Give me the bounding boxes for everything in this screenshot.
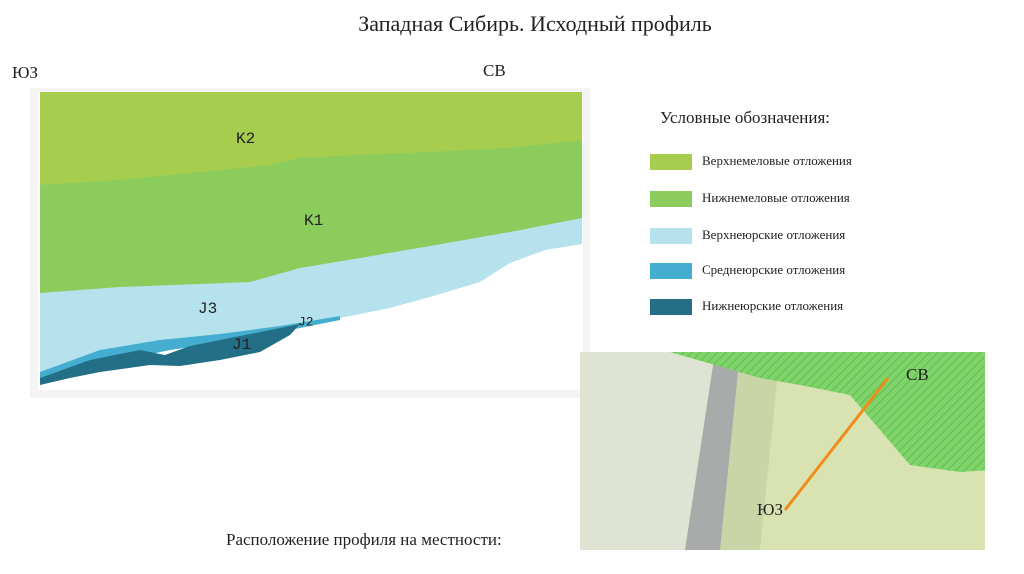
map-caption: Расположение профиля на местности: [226, 530, 502, 549]
layer-label: J1 [232, 336, 251, 354]
layer-label: K1 [304, 212, 323, 230]
legend-swatch [650, 228, 692, 244]
legend-item: Нижнеюрские отложения [702, 298, 843, 313]
map-edge [985, 352, 990, 550]
layer-label: J2 [298, 314, 314, 329]
legend-swatch [650, 263, 692, 279]
map-label-sw: ЮЗ [757, 500, 783, 519]
legend: Верхнемеловые отложения Нижнемеловые отл… [650, 153, 852, 315]
map-label-ne: СВ [906, 365, 929, 384]
profile-left-label: ЮЗ [12, 63, 38, 82]
legend-item: Верхнемеловые отложения [702, 153, 852, 168]
profile: K2 K1 J3 J2 J1 [30, 88, 590, 398]
layer-label: K2 [236, 130, 255, 148]
legend-item: Верхнеюрские отложения [702, 227, 845, 242]
legend-item: Нижнемеловые отложения [702, 190, 850, 205]
legend-swatch [650, 299, 692, 315]
title: Западная Сибирь. Исходный профиль [358, 11, 712, 36]
legend-swatch [650, 191, 692, 207]
layer-label: J3 [198, 300, 217, 318]
legend-title: Условные обозначения: [660, 108, 830, 127]
legend-swatch [650, 154, 692, 170]
map-hatched-zone [670, 352, 990, 472]
map: СВ ЮЗ [580, 352, 990, 550]
profile-right-label: СВ [483, 61, 506, 80]
layer-j1 [40, 324, 300, 385]
legend-item: Среднеюрские отложения [702, 262, 845, 277]
profile-line [783, 377, 890, 511]
